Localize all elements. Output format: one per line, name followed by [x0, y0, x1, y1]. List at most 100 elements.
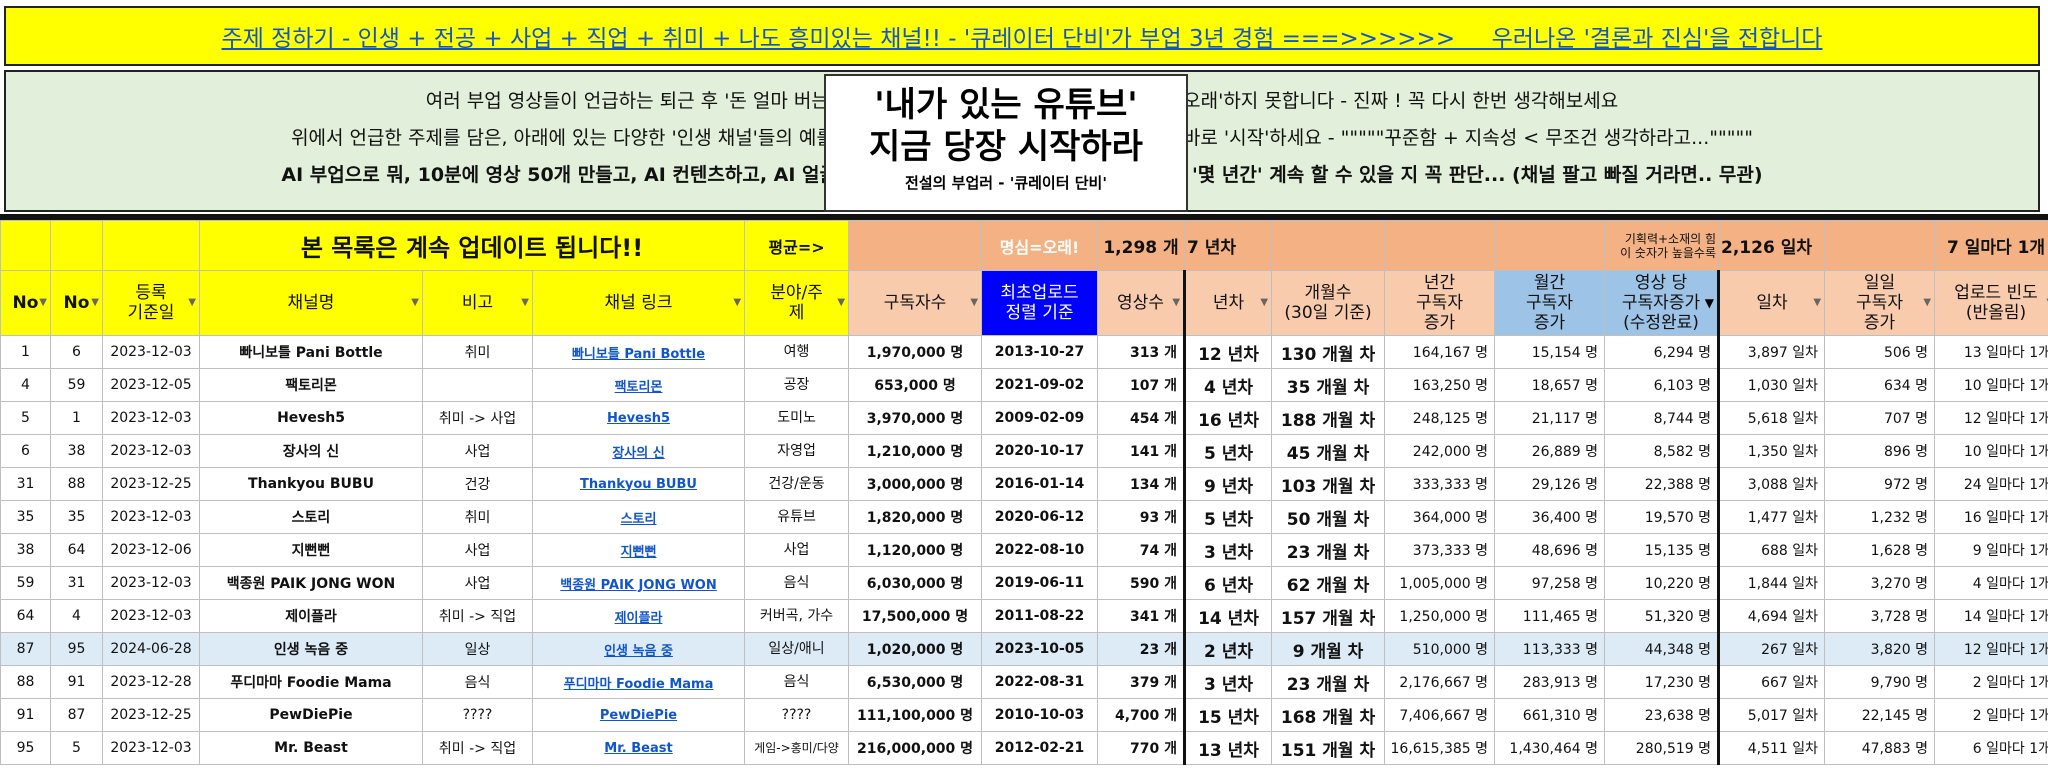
- header-daily-growth[interactable]: 일일 구독자 증가 ▼: [1824, 270, 1936, 336]
- months-cell[interactable]: 23 개월 차: [1271, 533, 1386, 567]
- table-row[interactable]: 91 87 2023-12-25 PewDiePie???? PewDiePie????…: [0, 698, 2048, 732]
- yearly-growth-cell[interactable]: 16,615,385 명: [1384, 731, 1496, 765]
- channel-name-cell[interactable]: 제이플라: [199, 599, 423, 633]
- row-no-cell[interactable]: 64: [50, 533, 103, 567]
- months-cell[interactable]: 35 개월 차: [1271, 368, 1386, 402]
- note-cell[interactable]: 취미 -> 직업: [422, 731, 533, 765]
- per-video-cell[interactable]: 22,388 명: [1604, 467, 1720, 501]
- frequency-cell[interactable]: 10 일마다 1개: [1934, 434, 2048, 468]
- per-video-cell[interactable]: 44,348 명: [1604, 632, 1720, 666]
- channel-name-cell[interactable]: Mr. Beast: [199, 731, 423, 765]
- header-field[interactable]: 분야/주 제 ▼: [744, 270, 850, 336]
- years-cell[interactable]: 13 년차: [1183, 731, 1273, 765]
- subscribers-cell[interactable]: 17,500,000 명: [848, 599, 983, 633]
- row-index-cell[interactable]: 95: [0, 731, 51, 765]
- channel-link[interactable]: 인생 녹음 중: [531, 632, 746, 666]
- years-cell[interactable]: 9 년차: [1183, 467, 1273, 501]
- years-cell[interactable]: 3 년차: [1183, 533, 1273, 567]
- daily-growth-cell[interactable]: 506 명: [1824, 335, 1936, 369]
- daily-growth-cell[interactable]: 3,728 명: [1824, 599, 1936, 633]
- reg-date-cell[interactable]: 2023-12-06: [102, 533, 200, 567]
- days-cell[interactable]: 267 일차: [1717, 632, 1826, 666]
- frequency-cell[interactable]: 24 일마다 1개: [1934, 467, 2048, 501]
- row-index-cell[interactable]: 59: [0, 566, 51, 600]
- daily-growth-cell[interactable]: 1,628 명: [1824, 533, 1936, 567]
- reg-date-cell[interactable]: 2023-12-03: [102, 731, 200, 765]
- years-cell[interactable]: 2 년차: [1183, 632, 1273, 666]
- header-subs[interactable]: 구독자수 ▼: [848, 270, 983, 336]
- field-cell[interactable]: 자영업: [744, 434, 850, 468]
- reg-date-cell[interactable]: 2023-12-03: [102, 500, 200, 534]
- per-video-cell[interactable]: 8,744 명: [1604, 401, 1720, 435]
- active-filter-icon[interactable]: ▼: [1704, 296, 1715, 310]
- reg-date-cell[interactable]: 2023-12-03: [102, 335, 200, 369]
- filter-icon[interactable]: ▼: [1260, 297, 1269, 308]
- months-cell[interactable]: 188 개월 차: [1271, 401, 1386, 435]
- reg-date-cell[interactable]: 2023-12-03: [102, 599, 200, 633]
- months-cell[interactable]: 151 개월 차: [1271, 731, 1386, 765]
- channel-name-cell[interactable]: 팩토리몬: [199, 368, 423, 402]
- yearly-growth-cell[interactable]: 1,250,000 명: [1384, 599, 1496, 633]
- header-videos[interactable]: 영상수 ▼: [1097, 270, 1186, 336]
- per-video-cell[interactable]: 15,135 명: [1604, 533, 1720, 567]
- video-count-cell[interactable]: 74 개: [1097, 533, 1186, 567]
- reg-date-cell[interactable]: 2024-06-28: [102, 632, 200, 666]
- channel-name-cell[interactable]: 백종원 PAIK JONG WON: [199, 566, 423, 600]
- table-row[interactable]: 64 4 2023-12-03 제이플라 취미 -> 직업 제이플라 커버곡, 가수 17,5…: [0, 599, 2048, 633]
- yearly-growth-cell[interactable]: 7,406,667 명: [1384, 698, 1496, 732]
- header-per-video[interactable]: 영상 당 구독자증가 (수정완료) ▼: [1604, 270, 1720, 336]
- subscribers-cell[interactable]: 6,030,000 명: [848, 566, 983, 600]
- years-cell[interactable]: 5 년차: [1183, 500, 1273, 534]
- yearly-growth-cell[interactable]: 242,000 명: [1384, 434, 1496, 468]
- note-cell[interactable]: 사업: [422, 533, 533, 567]
- field-cell[interactable]: 공장: [744, 368, 850, 402]
- table-row[interactable]: 38 64 2023-12-06 지뻔뻔 사업 지뻔뻔 사업 1,120,000 명 2022-…: [0, 533, 2048, 567]
- channel-link[interactable]: 지뻔뻔: [531, 533, 746, 567]
- frequency-cell[interactable]: 16 일마다 1개: [1934, 500, 2048, 534]
- channel-name-cell[interactable]: 빠니보틀 Pani Bottle: [199, 335, 423, 369]
- first-upload-cell[interactable]: 2016-01-14: [981, 467, 1099, 501]
- first-upload-cell[interactable]: 2021-09-02: [981, 368, 1099, 402]
- years-cell[interactable]: 12 년차: [1183, 335, 1273, 369]
- table-row[interactable]: 31 88 2023-12-25 Thankyou BUBU 건강 Thankyou BU…: [0, 467, 2048, 501]
- filter-icon[interactable]: ▼: [521, 297, 529, 308]
- first-upload-cell[interactable]: 2022-08-10: [981, 533, 1099, 567]
- channel-name-cell[interactable]: 장사의 신: [199, 434, 423, 468]
- monthly-growth-cell[interactable]: 18,657 명: [1494, 368, 1606, 402]
- row-index-cell[interactable]: 38: [0, 533, 51, 567]
- days-cell[interactable]: 5,017 일차: [1717, 698, 1826, 732]
- monthly-growth-cell[interactable]: 26,889 명: [1494, 434, 1606, 468]
- field-cell[interactable]: 음식: [744, 665, 850, 699]
- video-count-cell[interactable]: 379 개: [1097, 665, 1186, 699]
- row-no-cell[interactable]: 6: [50, 335, 103, 369]
- filter-icon[interactable]: ▼: [970, 297, 979, 308]
- yearly-growth-cell[interactable]: 364,000 명: [1384, 500, 1496, 534]
- field-cell[interactable]: 일상/애니: [744, 632, 850, 666]
- row-index-cell[interactable]: 35: [0, 500, 51, 534]
- yearly-growth-cell[interactable]: 1,005,000 명: [1384, 566, 1496, 600]
- row-index-cell[interactable]: 91: [0, 698, 51, 732]
- channel-name-cell[interactable]: PewDiePie: [199, 698, 423, 732]
- months-cell[interactable]: 157 개월 차: [1271, 599, 1386, 633]
- frequency-cell[interactable]: 13 일마다 1개: [1934, 335, 2048, 369]
- row-no-cell[interactable]: 31: [50, 566, 103, 600]
- first-upload-cell[interactable]: 2019-06-11: [981, 566, 1099, 600]
- daily-growth-cell[interactable]: 896 명: [1824, 434, 1936, 468]
- days-cell[interactable]: 1,350 일차: [1717, 434, 1826, 468]
- daily-growth-cell[interactable]: 9,790 명: [1824, 665, 1936, 699]
- reg-date-cell[interactable]: 2023-12-28: [102, 665, 200, 699]
- header-yearly-growth[interactable]: 년간 구독자 증가: [1384, 270, 1496, 336]
- filter-icon[interactable]: ▼: [411, 297, 419, 308]
- channel-name-cell[interactable]: Hevesh5: [199, 401, 423, 435]
- reg-date-cell[interactable]: 2023-12-25: [102, 698, 200, 732]
- channel-link[interactable]: 푸디마마 Foodie Mama: [531, 665, 746, 699]
- video-count-cell[interactable]: 4,700 개: [1097, 698, 1186, 732]
- first-upload-cell[interactable]: 2020-06-12: [981, 500, 1099, 534]
- field-cell[interactable]: 유튜브: [744, 500, 850, 534]
- years-cell[interactable]: 3 년차: [1183, 665, 1273, 699]
- note-cell[interactable]: [422, 368, 533, 402]
- header-frequency[interactable]: 업로드 빈도 (반올림) ▼: [1934, 270, 2048, 336]
- first-upload-cell[interactable]: 2012-02-21: [981, 731, 1099, 765]
- subscribers-cell[interactable]: 3,970,000 명: [848, 401, 983, 435]
